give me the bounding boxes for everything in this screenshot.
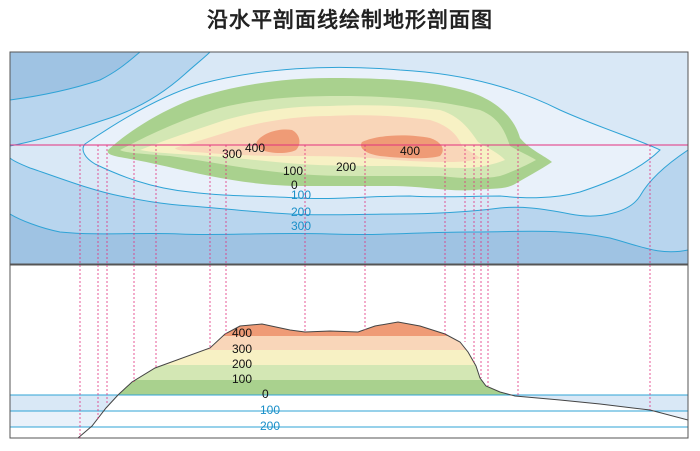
page-title: 沿水平剖面线绘制地形剖面图 [207, 8, 493, 32]
profile-outline [77, 321, 688, 438]
terrain-profile: 400 300 200 100 0 100 200 [10, 265, 688, 438]
map-label-sea-100: 100 [291, 188, 311, 202]
profile-label-200: 200 [232, 357, 252, 371]
profile-label-300: 300 [232, 342, 252, 356]
map-label-sea-300: 300 [291, 219, 311, 233]
profile-frame [9, 264, 689, 439]
map-label-100: 100 [283, 164, 303, 178]
contour-line-200 [10, 52, 688, 217]
profile-level-lines [10, 394, 688, 428]
land-400-peak-east [360, 135, 443, 159]
profile-label-sea-100: 100 [260, 403, 280, 417]
map-label-400-east: 400 [400, 144, 420, 158]
profile-label-sea-200: 200 [260, 419, 280, 433]
map-label-sea-200: 200 [291, 205, 311, 219]
contour-map: 300 400 400 200 100 0 100 200 300 [10, 52, 688, 264]
map-label-200: 200 [336, 160, 356, 174]
map-frame [9, 51, 689, 265]
map-label-300: 300 [222, 147, 242, 161]
contour-line-300 [10, 52, 688, 253]
projection-lines [79, 145, 651, 438]
map-label-0: 0 [291, 178, 298, 192]
profile-label-100: 100 [232, 372, 252, 386]
map-label-400-west: 400 [245, 141, 265, 155]
contour-line-100 [82, 66, 661, 200]
profile-label-400: 400 [232, 326, 252, 340]
profile-label-0: 0 [262, 387, 269, 401]
land-400-peak-west [256, 129, 300, 153]
